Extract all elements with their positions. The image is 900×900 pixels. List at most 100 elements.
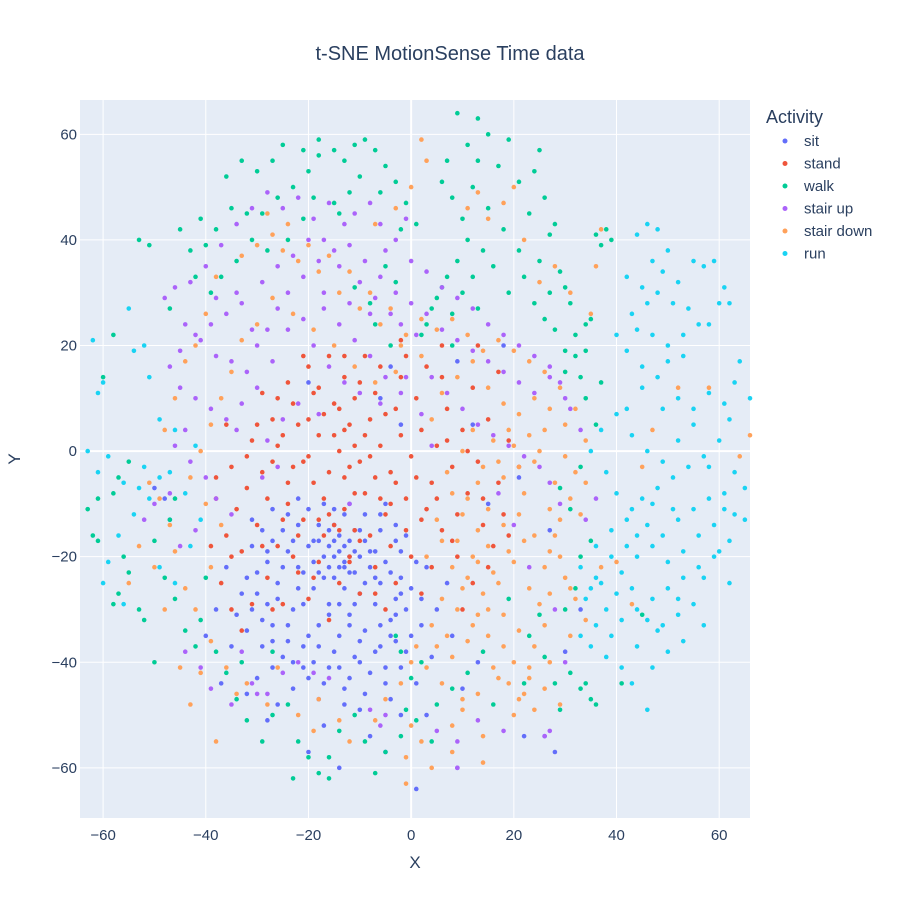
data-point — [270, 649, 275, 654]
data-point — [439, 390, 445, 396]
data-point — [249, 543, 255, 549]
legend-item-run[interactable]: run — [782, 246, 826, 263]
legend-label: stair down — [804, 223, 872, 240]
data-point — [362, 353, 368, 359]
data-point — [378, 644, 383, 649]
data-point — [398, 422, 404, 427]
data-point — [177, 348, 183, 354]
data-point — [352, 285, 357, 290]
data-point — [316, 432, 322, 438]
data-point — [542, 686, 547, 691]
data-point — [182, 649, 188, 654]
data-point — [331, 200, 337, 206]
data-point — [254, 322, 260, 327]
data-point — [557, 501, 563, 507]
data-point — [485, 607, 491, 612]
chart-title: t-SNE MotionSense Time data — [315, 43, 585, 65]
data-point — [249, 438, 255, 443]
data-point — [439, 374, 445, 380]
data-point — [408, 723, 414, 728]
data-point — [367, 733, 373, 739]
data-point — [367, 290, 373, 295]
data-point — [485, 564, 491, 570]
data-point — [218, 242, 224, 248]
data-point — [593, 575, 599, 581]
legend-item-stand[interactable]: stand — [782, 156, 841, 173]
data-point — [326, 675, 332, 681]
data-point — [711, 258, 717, 264]
data-point — [557, 707, 563, 713]
data-point — [506, 681, 511, 686]
data-point — [475, 190, 481, 195]
x-tick-label: −40 — [193, 827, 218, 844]
data-point — [259, 390, 265, 396]
data-point — [295, 712, 301, 718]
data-point — [434, 728, 440, 734]
data-point — [475, 158, 481, 164]
data-point — [501, 644, 506, 649]
data-point — [280, 564, 286, 570]
data-point — [444, 158, 450, 164]
data-point — [383, 749, 388, 755]
data-point — [208, 543, 214, 549]
data-point — [147, 374, 152, 380]
legend-item-sit[interactable]: sit — [782, 133, 820, 150]
data-point — [280, 601, 286, 607]
data-point — [408, 586, 414, 591]
data-point — [403, 649, 409, 654]
data-point — [234, 696, 239, 702]
data-point — [506, 137, 511, 142]
data-point — [455, 765, 460, 771]
data-point — [372, 591, 378, 596]
data-point — [316, 137, 322, 142]
data-point — [306, 454, 311, 459]
data-point — [403, 754, 409, 760]
legend-item-walk[interactable]: walk — [782, 178, 835, 195]
data-point — [614, 591, 619, 596]
data-point — [383, 696, 388, 702]
data-point — [393, 633, 399, 639]
data-point — [609, 633, 614, 639]
data-point — [316, 538, 322, 544]
legend-item-stair-down[interactable]: stair down — [782, 223, 873, 240]
data-point — [306, 506, 311, 512]
data-point — [583, 681, 589, 686]
data-point — [588, 538, 594, 544]
data-point — [111, 491, 116, 496]
data-point — [331, 147, 337, 153]
data-point — [321, 290, 327, 295]
data-point — [593, 232, 599, 237]
data-point — [136, 607, 142, 612]
data-point — [393, 638, 399, 644]
data-point — [270, 506, 275, 512]
data-point — [326, 253, 332, 259]
data-point — [542, 316, 547, 322]
data-point — [670, 475, 676, 480]
data-point — [691, 422, 696, 427]
series-run — [85, 221, 753, 713]
legend-item-stair-up[interactable]: stair up — [782, 201, 854, 218]
data-point — [182, 322, 188, 327]
data-point — [342, 702, 347, 707]
data-point — [547, 374, 553, 380]
data-point — [511, 659, 517, 665]
data-point — [706, 496, 712, 501]
data-point — [532, 353, 537, 359]
data-point — [403, 707, 409, 713]
data-point — [398, 665, 404, 670]
data-point — [475, 718, 481, 723]
data-point — [347, 269, 352, 274]
data-point — [419, 137, 424, 142]
legend[interactable]: sit stand walk stair up stair down run — [782, 133, 873, 263]
data-point — [480, 649, 486, 654]
data-point — [311, 728, 316, 734]
data-point — [655, 374, 660, 380]
data-point — [295, 659, 301, 665]
data-point — [383, 512, 388, 517]
data-point — [193, 274, 198, 280]
data-point — [490, 665, 496, 670]
data-point — [413, 644, 419, 649]
data-point — [254, 591, 260, 596]
data-point — [660, 406, 666, 412]
data-point — [526, 432, 532, 438]
